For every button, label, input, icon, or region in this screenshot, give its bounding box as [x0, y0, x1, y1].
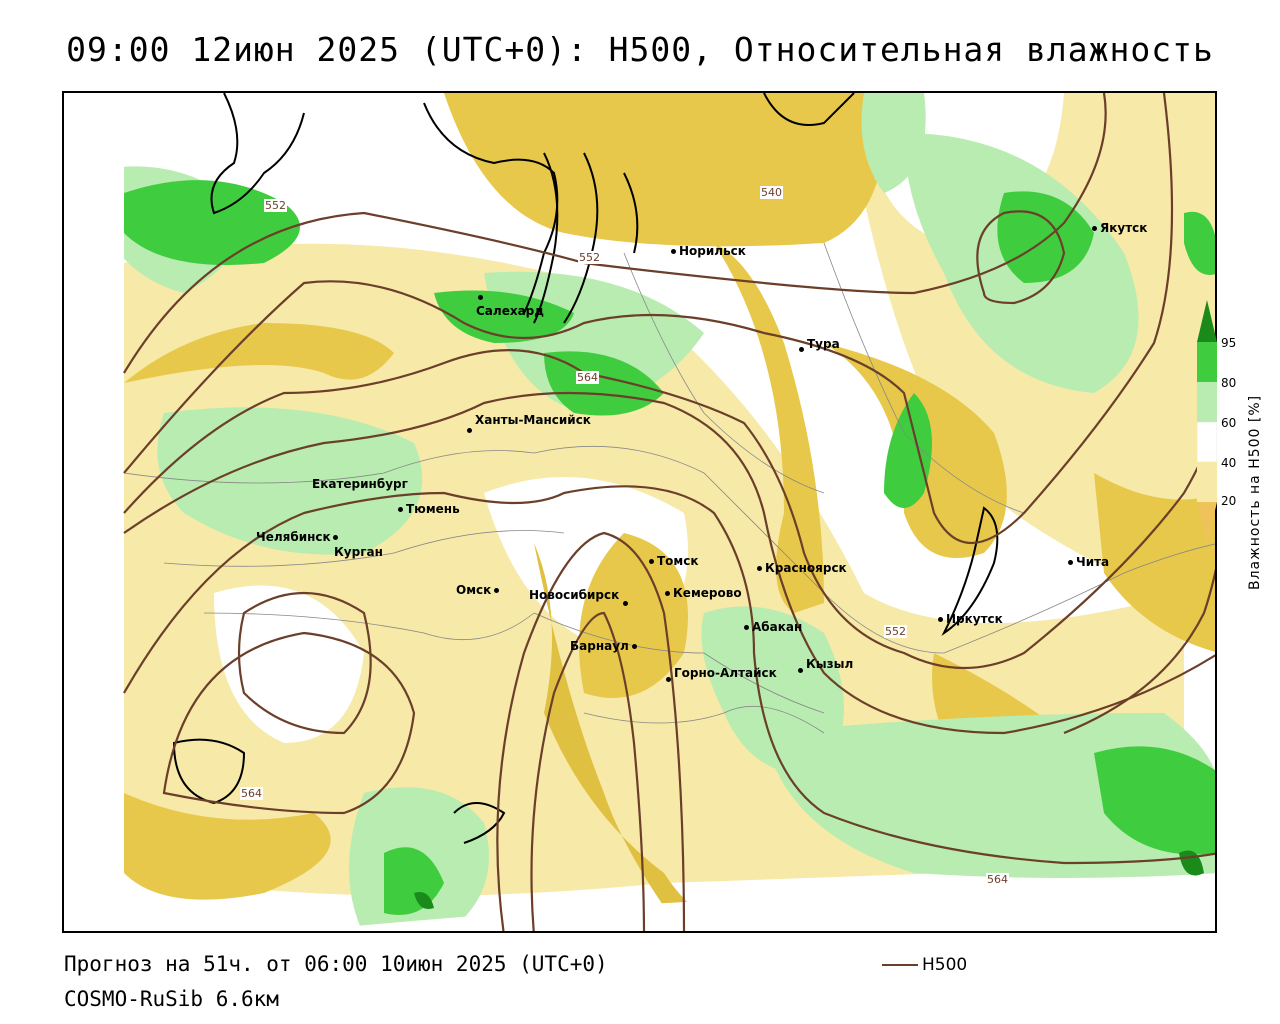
city-label: Кызыл [806, 657, 853, 671]
city-label: Кемерово [673, 586, 742, 600]
isohypse-label: 564 [986, 873, 1009, 886]
city-label: Екатеринбург [312, 477, 408, 491]
weather-map: 552 540 552 564 552 564 564 [62, 91, 1217, 933]
city-dot-icon [467, 428, 472, 433]
colorbar-60-80 [1197, 382, 1217, 422]
city-label: Ханты-Мансийск [475, 413, 591, 427]
city-marker: Красноярск [757, 561, 847, 575]
city-dot-icon [1068, 560, 1073, 565]
isohypse-label: 552 [884, 625, 907, 638]
colorbar-tick: 60 [1221, 416, 1236, 430]
city-dot-icon [398, 507, 403, 512]
forecast-info: Прогноз на 51ч. от 06:00 10июн 2025 (UTC… [64, 952, 608, 976]
colorbar-tick: 95 [1221, 336, 1236, 350]
humidity-colorbar [1197, 300, 1217, 545]
model-name: COSMO-RuSib 6.6км [64, 987, 279, 1011]
isohypse-label: 564 [240, 787, 263, 800]
city-marker: Барнаул [570, 639, 640, 653]
city-label: Томск [657, 554, 699, 568]
city-label: Омск [456, 583, 491, 597]
city-marker: Иркутск [938, 612, 1003, 626]
city-label: Норильск [679, 244, 746, 258]
city-marker: Екатеринбург [312, 477, 408, 491]
colorbar-40-60 [1197, 422, 1217, 462]
city-marker: Тюмень [398, 502, 460, 516]
colorbar-tick: 40 [1221, 456, 1236, 470]
colorbar-title: Влажность на H500 [%] [1247, 395, 1263, 590]
city-dot-icon [632, 644, 637, 649]
city-marker: Кызыл [798, 663, 853, 677]
colorbar-bottom-triangle [1197, 502, 1217, 545]
city-marker: Омск [456, 583, 502, 597]
isohypse-label: 564 [576, 371, 599, 384]
city-dot-icon [938, 617, 943, 622]
isohypse-label: 552 [264, 199, 287, 212]
city-label: Новосибирск [529, 588, 619, 602]
city-label: Салехард [476, 304, 544, 318]
city-label: Чита [1076, 555, 1109, 569]
city-label: Иркутск [946, 612, 1003, 626]
city-dot-icon [799, 347, 804, 352]
city-marker: Курган [334, 545, 383, 559]
city-dot-icon [671, 249, 676, 254]
city-dot-icon [478, 295, 483, 300]
city-label: Курган [334, 545, 383, 559]
colorbar-20-40 [1197, 462, 1217, 502]
city-marker: Салехард [478, 290, 554, 304]
h500-legend: H500 [882, 955, 967, 975]
city-dot-icon [649, 559, 654, 564]
city-dot-icon [757, 566, 762, 571]
city-marker: Якутск [1092, 221, 1147, 235]
city-dot-icon [494, 588, 499, 593]
city-marker: Тура [799, 342, 840, 356]
colorbar-top-triangle [1197, 300, 1217, 342]
city-label: Тура [807, 337, 840, 351]
isohypse-label: 552 [578, 251, 601, 264]
city-dot-icon [333, 535, 338, 540]
map-title: 09:00 12июн 2025 (UTC+0): H500, Относите… [0, 30, 1280, 69]
city-label: Барнаул [570, 639, 629, 653]
city-label: Челябинск [256, 530, 331, 544]
city-dot-icon [798, 668, 803, 673]
city-dot-icon [666, 677, 671, 682]
city-marker: Челябинск [256, 530, 341, 544]
humidity-field [64, 93, 1217, 933]
city-dot-icon [1092, 226, 1097, 231]
city-marker: Чита [1068, 555, 1109, 569]
city-marker: Кемерово [665, 586, 742, 600]
colorbar-80-95 [1197, 342, 1217, 382]
city-label: Тюмень [406, 502, 460, 516]
h500-line-swatch [882, 964, 918, 966]
city-dot-icon [665, 591, 670, 596]
city-marker: Абакан [744, 620, 802, 634]
city-marker: Горно-Алтайск [666, 672, 777, 686]
city-label: Абакан [752, 620, 802, 634]
city-marker: Новосибирск [529, 588, 631, 602]
h500-legend-label: H500 [922, 955, 967, 975]
colorbar-tick: 80 [1221, 376, 1236, 390]
colorbar-tick: 20 [1221, 494, 1236, 508]
city-label: Горно-Алтайск [674, 666, 777, 680]
city-marker: Ханты-Мансийск [467, 423, 591, 437]
isohypse-label: 540 [760, 186, 783, 199]
city-marker: Норильск [671, 244, 746, 258]
city-marker: Томск [649, 554, 699, 568]
city-label: Якутск [1100, 221, 1147, 235]
city-label: Красноярск [765, 561, 847, 575]
city-dot-icon [744, 625, 749, 630]
